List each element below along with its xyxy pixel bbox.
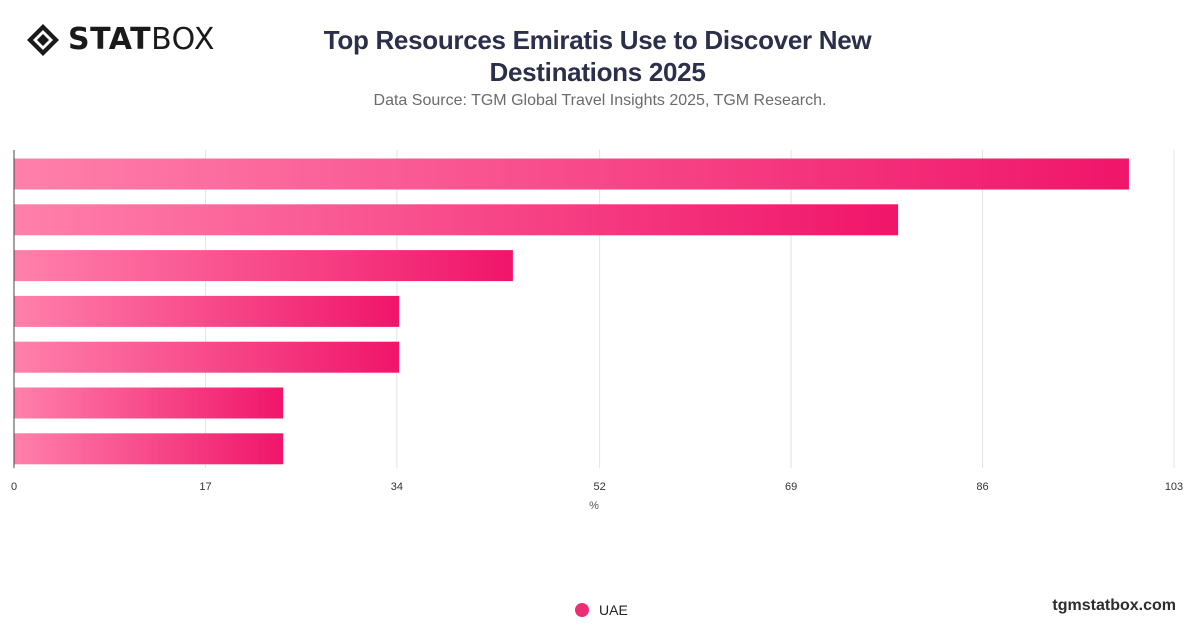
logo-text-strong: STAT bbox=[68, 22, 152, 57]
statbox-logo: STATBOX bbox=[26, 22, 215, 58]
bar[interactable] bbox=[14, 433, 284, 465]
chart-subtitle: Data Source: TGM Global Travel Insights … bbox=[373, 92, 827, 109]
x-tick-label: 69 bbox=[785, 481, 797, 493]
bar[interactable] bbox=[14, 158, 1129, 190]
bar[interactable] bbox=[14, 341, 400, 373]
bars bbox=[14, 158, 1129, 465]
bar[interactable] bbox=[14, 387, 284, 419]
x-axis-title: % bbox=[589, 500, 599, 512]
chart-title: Top Resources Emiratis Use to Discover N… bbox=[323, 25, 872, 87]
legend-swatch bbox=[575, 603, 589, 617]
legend[interactable]: UAE bbox=[575, 602, 628, 618]
x-tick-label: 86 bbox=[976, 481, 988, 493]
bar-chart: 0 17 34 52 69 86 103 % bbox=[11, 150, 1183, 512]
legend-label-uae: UAE bbox=[599, 602, 628, 618]
x-tick-label: 17 bbox=[199, 481, 211, 493]
statbox-diamond-icon bbox=[27, 24, 59, 56]
bar[interactable] bbox=[14, 295, 400, 327]
x-tick-label: 52 bbox=[594, 481, 606, 493]
logo-wordmark: STATBOX bbox=[68, 22, 215, 58]
x-tick-label: 34 bbox=[391, 481, 403, 493]
bar[interactable] bbox=[14, 250, 513, 282]
x-tick-label: 0 bbox=[11, 481, 17, 493]
logo-text-light: BOX bbox=[151, 22, 215, 57]
x-tick-label: 103 bbox=[1165, 481, 1183, 493]
bar[interactable] bbox=[14, 204, 899, 236]
x-axis-ticks: 0 17 34 52 69 86 103 bbox=[11, 481, 1183, 493]
footer-url[interactable]: tgmstatbox.com bbox=[1052, 597, 1176, 614]
